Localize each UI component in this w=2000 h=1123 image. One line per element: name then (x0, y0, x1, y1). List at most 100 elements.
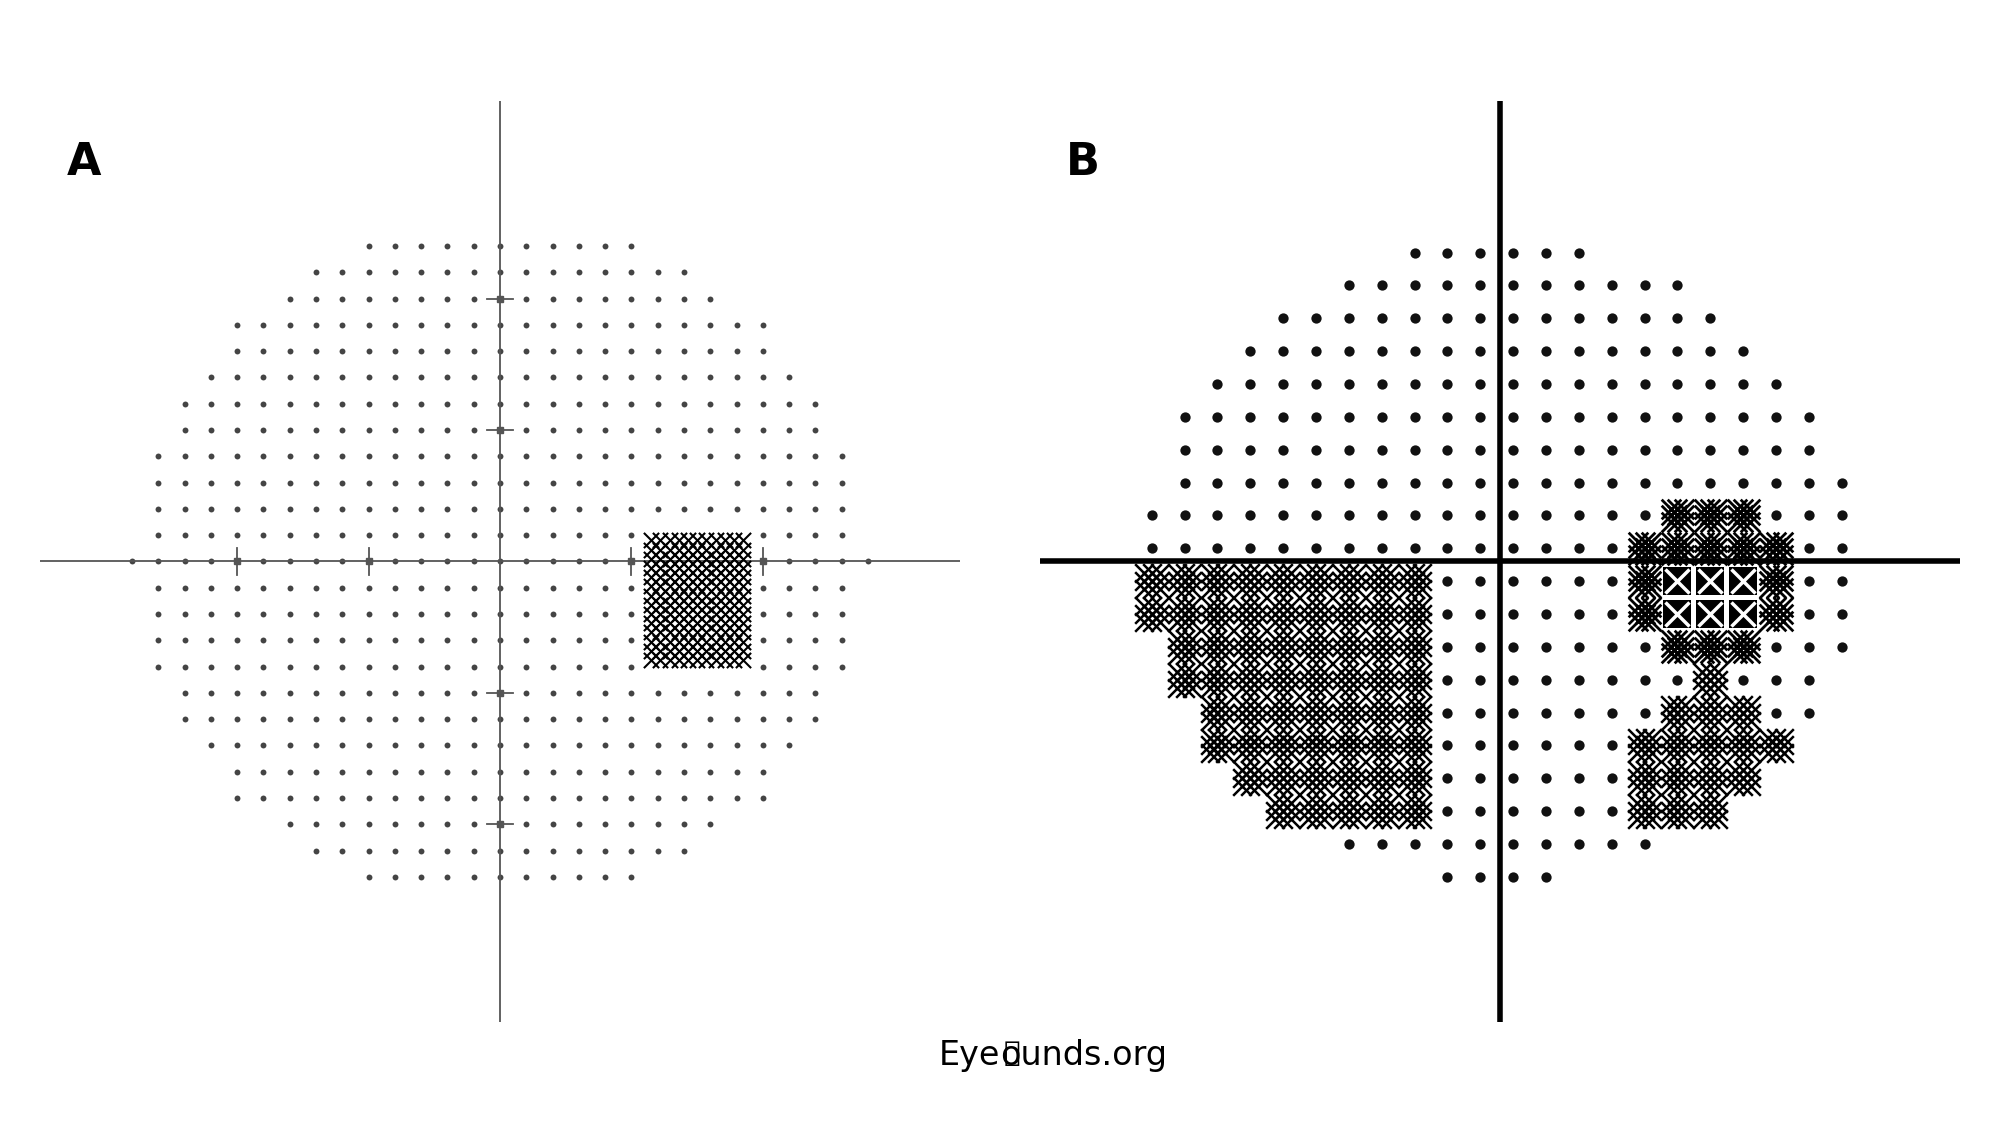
Point (1234, 729, 1266, 747)
Point (720, 763, 752, 780)
Point (746, 421, 778, 439)
Point (1694, 631, 1726, 649)
Point (274, 789, 306, 807)
Point (718, 642, 750, 660)
Point (1686, 712, 1718, 730)
Point (1234, 630, 1266, 648)
Point (1596, 836, 1628, 853)
Point (300, 447, 332, 465)
Point (1406, 663, 1438, 681)
Point (1366, 794, 1398, 812)
Point (1702, 761, 1734, 779)
Point (662, 623, 694, 641)
Point (1736, 704, 1768, 722)
Point (644, 651, 676, 669)
Point (708, 540, 740, 558)
Point (1686, 810, 1718, 828)
Point (1268, 737, 1300, 755)
Point (274, 447, 306, 465)
Point (352, 578, 384, 596)
Point (1728, 638, 1760, 656)
Point (636, 614, 668, 632)
Point (1596, 704, 1628, 722)
Point (800, 527, 832, 545)
Point (1596, 670, 1628, 688)
Point (1324, 712, 1356, 730)
Point (690, 605, 722, 623)
Point (222, 658, 254, 676)
Point (1268, 597, 1300, 615)
Point (1596, 605, 1628, 623)
Point (1398, 729, 1430, 747)
Point (1464, 408, 1496, 426)
Point (432, 789, 464, 807)
Point (1226, 670, 1258, 688)
Point (1340, 794, 1372, 812)
Point (1562, 539, 1594, 557)
Point (1398, 638, 1430, 656)
Point (1636, 605, 1668, 623)
Point (484, 631, 516, 649)
Point (1374, 737, 1406, 755)
Point (1662, 532, 1694, 550)
Point (1464, 573, 1496, 591)
Point (222, 789, 254, 807)
Point (1636, 810, 1668, 828)
Point (1728, 729, 1760, 747)
Point (432, 815, 464, 833)
Point (1324, 737, 1356, 755)
Point (644, 596, 676, 614)
Point (1766, 605, 1798, 623)
Point (1324, 810, 1356, 828)
Point (168, 421, 200, 439)
Point (1720, 761, 1752, 779)
Point (1398, 581, 1430, 599)
Point (1300, 506, 1332, 524)
Point (1728, 506, 1760, 524)
Point (1234, 737, 1266, 755)
Point (274, 474, 306, 492)
Point (300, 841, 332, 859)
Point (510, 290, 542, 308)
Point (510, 605, 542, 623)
Point (1530, 605, 1562, 623)
Point (682, 586, 714, 604)
Point (1562, 309, 1594, 327)
Point (510, 368, 542, 386)
Point (1662, 500, 1694, 518)
Point (1668, 506, 1700, 524)
Point (1276, 670, 1308, 688)
Point (1694, 539, 1726, 557)
Point (1432, 309, 1464, 327)
Point (248, 395, 280, 413)
Point (1234, 646, 1266, 664)
Point (1276, 729, 1308, 747)
Point (300, 578, 332, 596)
Point (1260, 696, 1292, 714)
Point (1406, 810, 1438, 828)
Point (1332, 802, 1364, 820)
Point (1332, 745, 1364, 763)
Point (484, 447, 516, 465)
Point (1234, 506, 1266, 524)
Point (708, 577, 740, 595)
Point (662, 586, 694, 604)
Point (1464, 802, 1496, 820)
Point (1432, 868, 1464, 886)
Point (1366, 276, 1398, 294)
Point (194, 553, 226, 570)
Point (1300, 408, 1332, 426)
Point (700, 540, 732, 558)
Point (1390, 565, 1422, 583)
Point (1754, 578, 1786, 596)
Point (1358, 613, 1390, 631)
Point (1398, 244, 1430, 262)
Point (694, 343, 726, 360)
Point (378, 316, 410, 334)
Point (1398, 761, 1430, 779)
Point (1202, 613, 1234, 631)
Point (562, 815, 594, 833)
Point (1160, 638, 1192, 656)
Point (672, 642, 704, 660)
Point (708, 642, 740, 660)
